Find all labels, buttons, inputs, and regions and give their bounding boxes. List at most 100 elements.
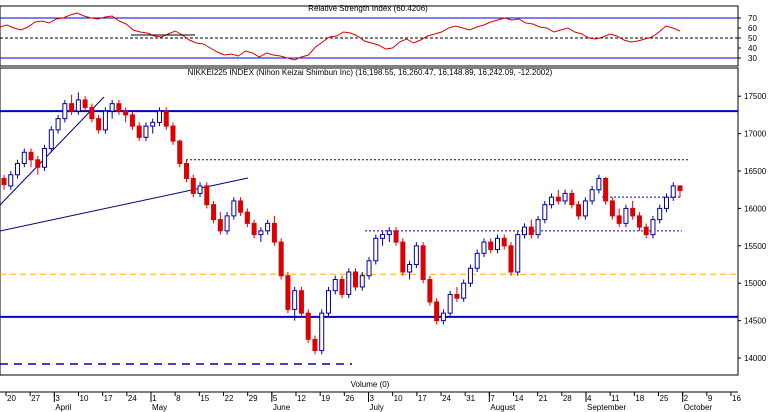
candle-body	[305, 312, 311, 340]
price-y-tick-label: 16000	[744, 204, 767, 213]
candle-body	[211, 204, 217, 221]
candle-body	[136, 125, 142, 138]
candle-body	[238, 200, 244, 213]
candle-body	[1, 177, 7, 185]
trendline-april	[0, 96, 105, 206]
candle-body	[265, 222, 271, 232]
candle-body	[440, 312, 446, 322]
price-y-tick-label: 15500	[744, 242, 767, 251]
candle-body	[204, 185, 210, 206]
candle-body	[501, 237, 507, 247]
x-axis: 20 27 3 10 17 24 1 8 15 22 29 5 12 19 26 3 10 17 24 31 7 14 21…	[0, 391, 741, 412]
x-axis-tick-label: 20	[7, 394, 16, 403]
candle-body	[488, 241, 494, 251]
price-panel-frame	[0, 67, 739, 376]
x-axis-tick-label: 19	[321, 394, 330, 403]
volume-panel: Volume (0)	[351, 380, 390, 389]
x-axis-month-label: June	[273, 403, 291, 412]
price-panel: NIKKEI225 INDEX (Nihon Keizai Shimbun In…	[0, 67, 767, 376]
candle-body	[677, 185, 683, 191]
candle-body	[163, 110, 169, 127]
x-axis-tick-label: 2	[684, 394, 689, 403]
price-y-tick-label: 16500	[744, 167, 767, 176]
candle-body	[8, 174, 14, 187]
x-axis-month-label: September	[587, 403, 626, 412]
candle-body	[190, 177, 196, 194]
candle-body	[555, 196, 561, 202]
candle-body	[271, 222, 277, 243]
candle-body	[366, 260, 372, 277]
candle-body	[454, 293, 460, 299]
rsi-panel-frame	[0, 5, 739, 67]
x-axis-tick-label: 10	[80, 394, 89, 403]
x-axis-tick-label: 29	[249, 394, 258, 403]
x-axis-tick-label: 1	[152, 394, 157, 403]
candle-body	[609, 200, 615, 217]
candle-body	[184, 163, 190, 179]
candle-body	[630, 207, 636, 217]
candle-body	[582, 200, 588, 217]
candle-body	[62, 103, 68, 120]
candle-body	[636, 215, 642, 228]
candle-body	[339, 278, 345, 295]
candle-body	[319, 312, 325, 352]
candle-body	[298, 290, 304, 314]
candle-body	[82, 99, 88, 108]
candle-body	[447, 293, 453, 314]
candle-body	[407, 264, 413, 273]
x-axis-month-label: July	[370, 403, 384, 412]
candle-body	[244, 211, 250, 224]
candle-body	[177, 140, 183, 165]
candle-body	[55, 118, 61, 131]
candle-body	[332, 278, 338, 292]
candle-body	[89, 106, 95, 120]
x-axis-month-label: May	[152, 403, 167, 412]
price-panel-title: NIKKEI225 INDEX (Nihon Keizai Shimbun In…	[188, 68, 553, 77]
x-axis-tick-label: 10	[394, 394, 403, 403]
candle-body	[373, 237, 379, 262]
x-axis-month-label: April	[55, 403, 71, 412]
candle-body	[380, 234, 386, 239]
candle-body	[663, 196, 669, 209]
x-axis-tick-label: 15	[200, 394, 209, 403]
x-axis-tick-label: 3	[55, 394, 60, 403]
candle-body	[28, 151, 34, 161]
candle-body	[623, 207, 629, 224]
candle-body	[596, 177, 602, 191]
candle-body	[156, 110, 162, 123]
rsi-reference-lines	[0, 17, 738, 59]
candle-body	[258, 230, 264, 236]
candle-body	[116, 103, 122, 112]
x-axis-ticks: 20 27 3 10 17 24 1 8 15 22 29 5 12 19 26 3 10 17 24 31 7 14 21…	[5, 392, 741, 412]
x-axis-tick-label: 14	[515, 394, 524, 403]
candle-body	[359, 275, 365, 288]
candle-body	[353, 271, 359, 288]
candle-body	[251, 222, 257, 236]
candle-body	[420, 245, 426, 280]
x-axis-month-label: August	[490, 403, 516, 412]
candle-body	[278, 241, 284, 277]
candle-body	[616, 215, 622, 224]
x-axis-tick-label: 9	[708, 394, 713, 403]
candle-body	[522, 226, 528, 236]
x-axis-tick-label: 5	[273, 394, 278, 403]
price-y-axis: 14000 14500 15000 15500 16000 16500 17000 17500	[738, 92, 767, 363]
candle-body	[285, 275, 291, 310]
x-axis-tick-label: 28	[563, 394, 572, 403]
candle-body	[15, 163, 21, 176]
price-y-tick-label: 14500	[744, 317, 767, 326]
x-axis-tick-label: 24	[128, 394, 137, 403]
candle-body	[400, 241, 406, 273]
candle-body	[461, 282, 467, 299]
candle-body	[102, 110, 108, 131]
candle-body	[35, 159, 41, 168]
candle-body	[292, 290, 298, 310]
rsi-y-tick-label: 70	[748, 14, 757, 23]
candle-body	[434, 301, 440, 322]
candle-body	[123, 110, 129, 116]
candle-body	[603, 177, 609, 202]
candle-body	[427, 278, 433, 303]
rsi-y-tick-label: 40	[748, 44, 757, 53]
candle-body	[474, 252, 480, 269]
